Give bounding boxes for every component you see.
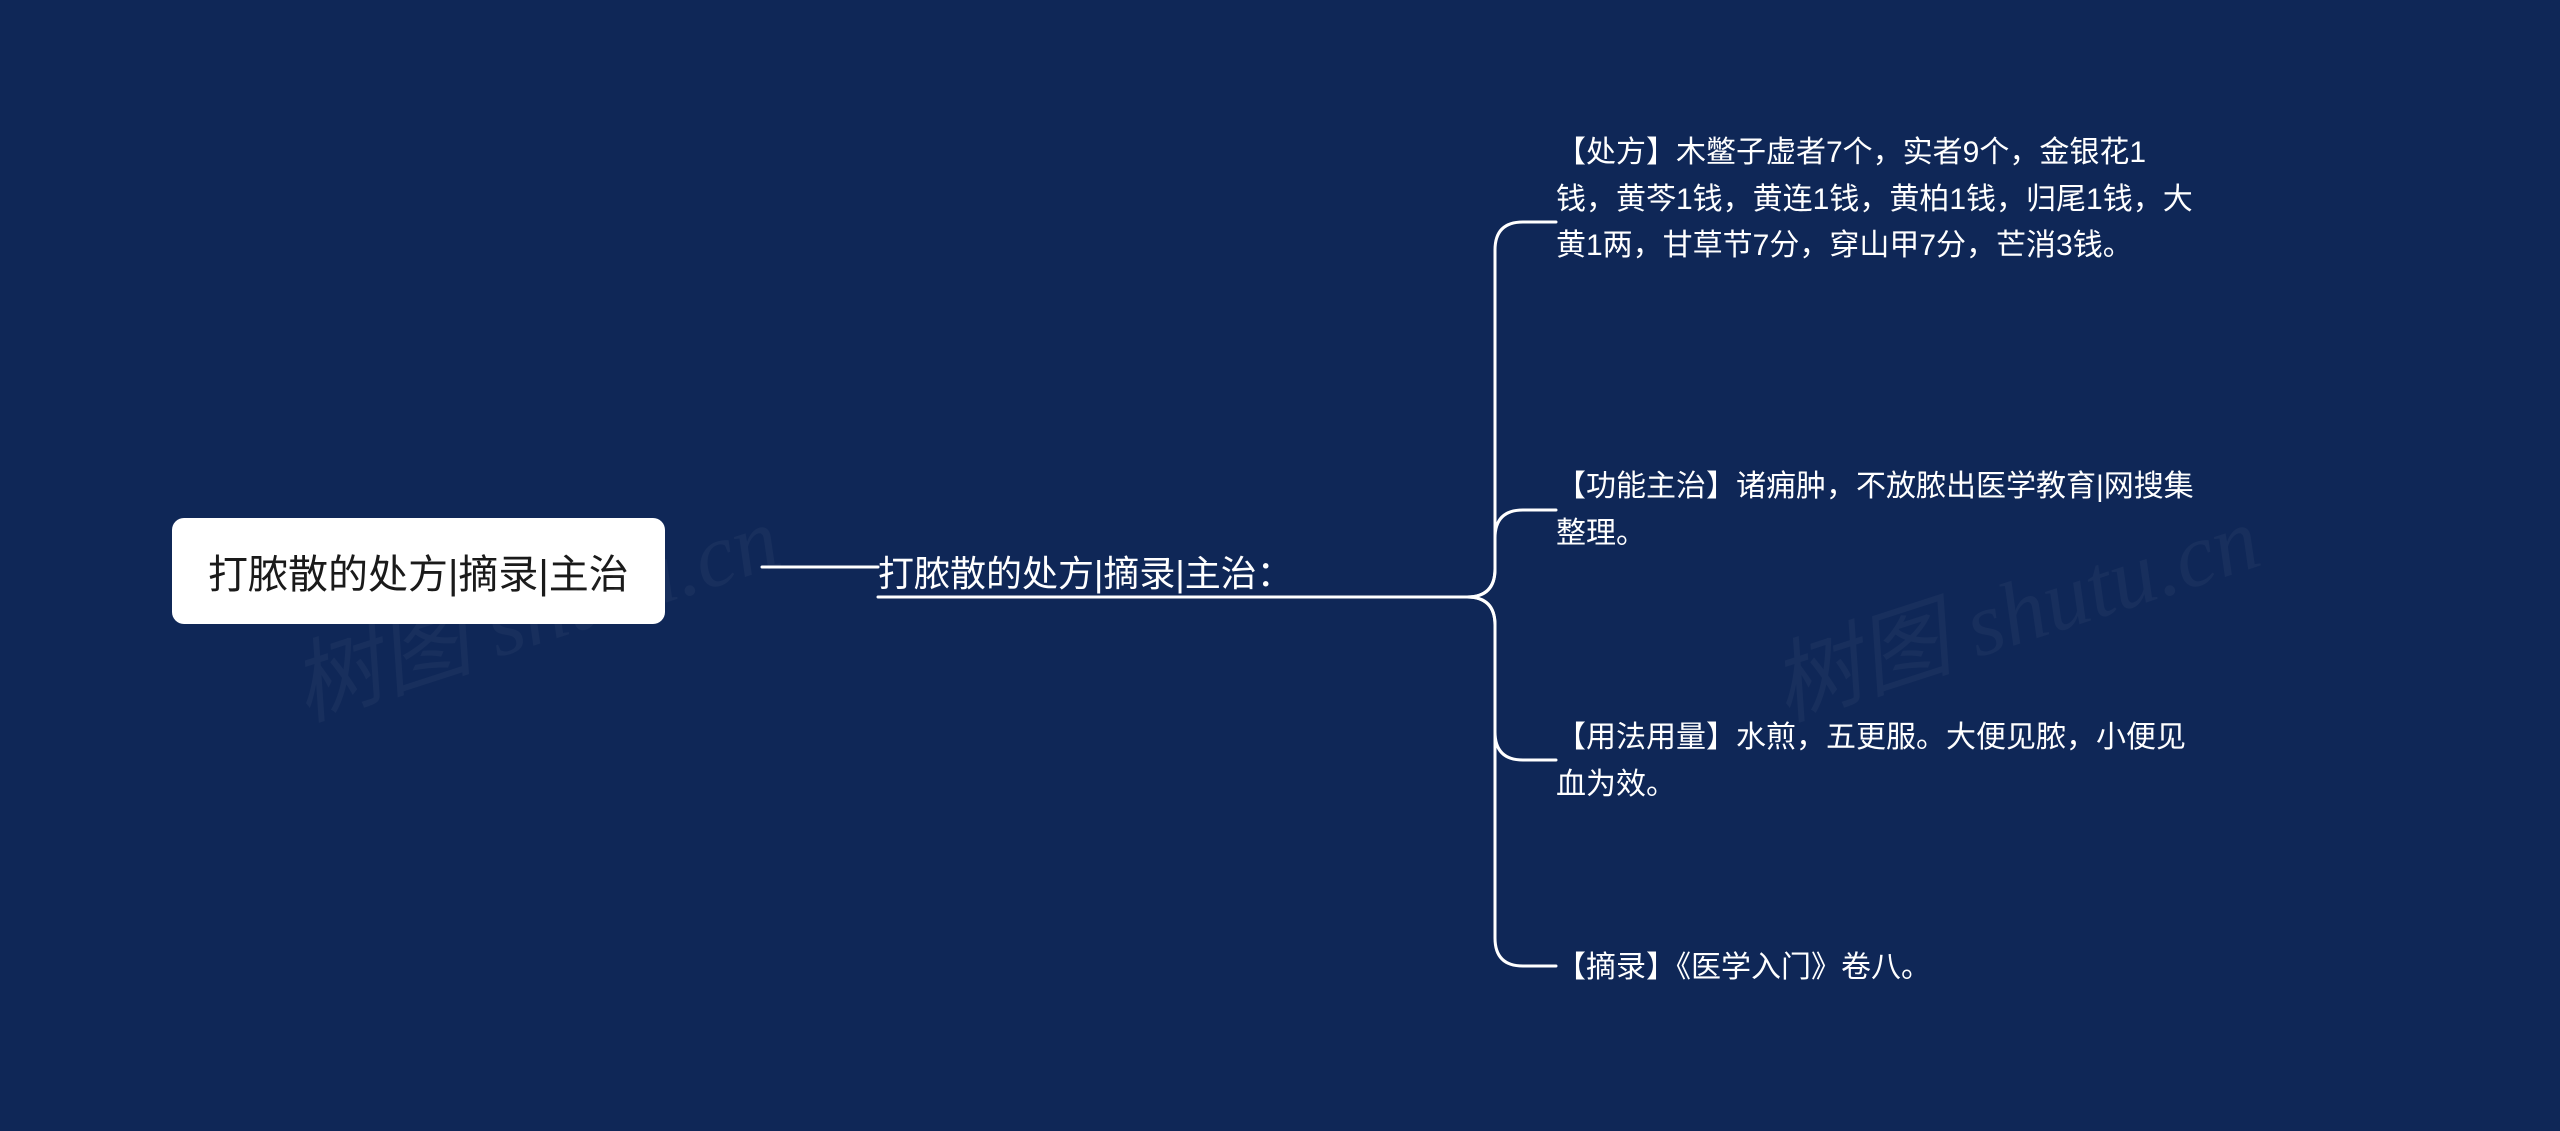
- mid-node[interactable]: 打脓散的处方|摘录|主治：: [878, 545, 1293, 597]
- leaf-node[interactable]: 【处方】木鳖子虚者7个，实者9个，金银花1钱，黄芩1钱，黄连1钱，黄柏1钱，归尾…: [1556, 130, 2206, 270]
- mindmap-canvas: 打脓散的处方|摘录|主治 打脓散的处方|摘录|主治： 【处方】木鳖子虚者7个，实…: [0, 0, 2560, 1131]
- leaf-node[interactable]: 【功能主治】诸痈肿，不放脓出医学教育|网搜集整理。: [1556, 464, 2206, 557]
- mid-label: 打脓散的处方|摘录|主治：: [878, 553, 1293, 594]
- root-node[interactable]: 打脓散的处方|摘录|主治: [172, 518, 665, 624]
- leaf-node[interactable]: 【用法用量】水煎，五更服。大便见脓，小便见血为效。: [1556, 715, 2206, 808]
- leaf-node[interactable]: 【摘录】《医学入门》卷八。: [1556, 945, 2206, 992]
- root-label: 打脓散的处方|摘录|主治: [208, 553, 629, 597]
